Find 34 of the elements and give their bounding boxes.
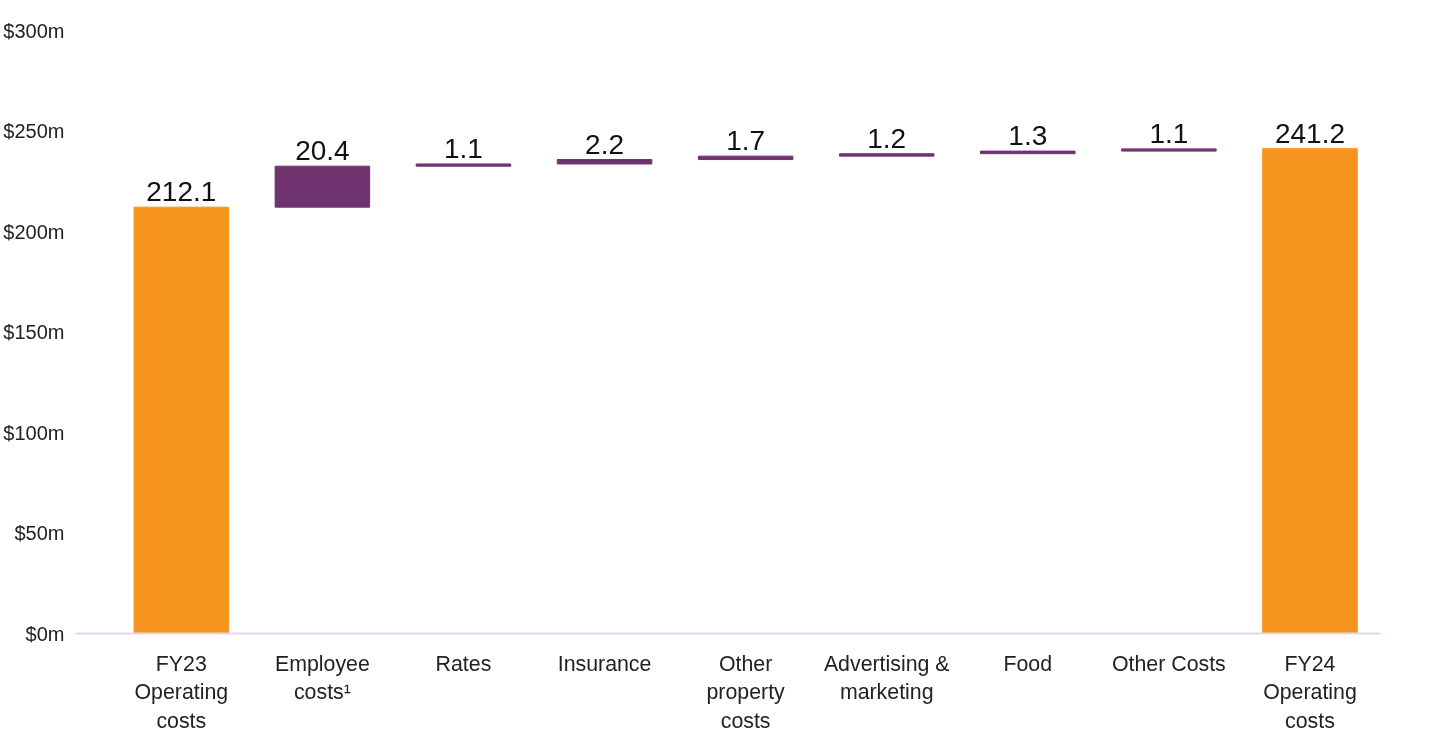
y-tick-label: $150m (3, 321, 65, 343)
x-tick-label: Advertising & marketing (823, 651, 950, 705)
bar (274, 165, 371, 208)
data-label: 1.1 (1149, 117, 1189, 149)
bar (556, 159, 653, 165)
y-tick-label: $50m (14, 522, 65, 544)
data-label: 1.7 (726, 125, 766, 157)
x-tick-label: Other Costs (1111, 651, 1226, 676)
bar (838, 153, 935, 157)
y-tick-label: $200m (3, 220, 65, 243)
y-tick-label: $0m (25, 622, 65, 645)
y-tick-label: $100m (3, 421, 65, 444)
data-label: 1.1 (444, 132, 483, 164)
data-label: 2.2 (585, 128, 625, 160)
data-label: 212.1 (146, 176, 217, 208)
bar (1121, 148, 1217, 152)
data-label: 20.4 (295, 135, 350, 167)
data-label: 241.2 (1274, 117, 1345, 149)
x-tick-label: Insurance (557, 651, 652, 676)
bar (980, 150, 1076, 155)
data-label: 1.3 (1008, 120, 1048, 152)
data-label: 1.2 (867, 122, 907, 154)
x-tick-label: Rates (435, 651, 492, 676)
bar (697, 155, 794, 161)
x-tick-label: Employee costs¹ (274, 651, 370, 705)
x-tick-label: FY23 Operating costs (134, 651, 229, 734)
bar (1262, 148, 1358, 634)
x-tick-label: Other property costs (706, 651, 786, 734)
x-tick-label: FY24 Operating costs (1263, 651, 1357, 734)
x-tick-label: Food (1003, 651, 1053, 676)
y-tick-label: $300m (3, 19, 65, 42)
y-tick-label: $250m (3, 120, 65, 142)
bar (415, 163, 512, 167)
bar (133, 206, 230, 634)
